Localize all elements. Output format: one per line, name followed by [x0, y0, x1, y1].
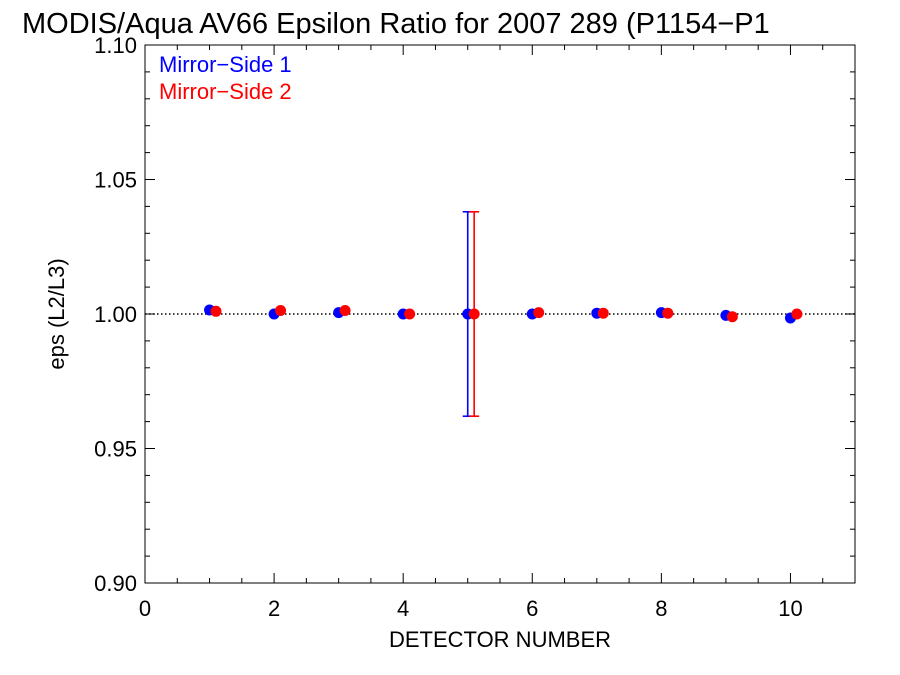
x-axis-label: DETECTOR NUMBER [389, 627, 611, 652]
data-point-series-2 [404, 308, 416, 320]
data-point-series-2 [662, 307, 674, 319]
x-tick-label: 0 [139, 596, 151, 621]
x-tick-label: 8 [655, 596, 667, 621]
y-tick-labels: 0.90 0.95 1.00 1.05 1.10 [94, 33, 137, 596]
x-tick-label: 4 [397, 596, 409, 621]
legend: Mirror−Side 1 Mirror−Side 2 [159, 52, 292, 104]
x-tick-labels: 0 2 4 6 8 10 [139, 596, 803, 621]
data-point-series-2 [275, 305, 287, 317]
legend-item-mirror-side-2: Mirror−Side 2 [159, 79, 292, 104]
y-tick-label: 1.10 [94, 33, 137, 58]
data-point-series-2 [210, 305, 222, 317]
y-axis-label: eps (L2/L3) [44, 258, 69, 369]
data-point-series-2 [339, 305, 351, 317]
data-point-series-2 [533, 307, 545, 319]
axis-ticks [144, 44, 856, 584]
data-point-series-2 [597, 307, 609, 319]
data-point-series-2 [791, 308, 803, 320]
legend-item-mirror-side-1: Mirror−Side 1 [159, 52, 292, 77]
y-tick-label: 0.95 [94, 437, 137, 462]
chart-title: MODIS/Aqua AV66 Epsilon Ratio for 2007 2… [22, 8, 770, 40]
y-tick-label: 1.05 [94, 168, 137, 193]
x-tick-label: 10 [778, 596, 802, 621]
x-tick-label: 2 [268, 596, 280, 621]
data-points [204, 304, 803, 324]
y-tick-label: 0.90 [94, 571, 137, 596]
x-tick-label: 6 [526, 596, 538, 621]
plot-area [144, 44, 856, 584]
data-point-series-2 [726, 311, 738, 323]
y-tick-label: 1.00 [94, 302, 137, 327]
data-point-series-2 [468, 308, 480, 320]
